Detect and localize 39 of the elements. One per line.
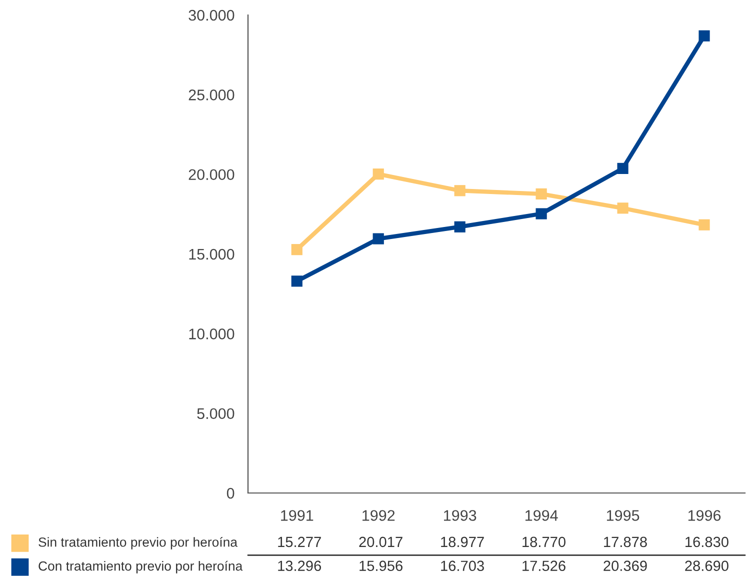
x-tick-label: 1995 [606,510,640,521]
y-tick-label: 20.000 [188,169,234,180]
point [291,244,302,256]
point [698,30,710,42]
data-label: 15.277 [278,536,321,548]
data-label: 16.830 [686,536,728,548]
y-tick-label: 5.000 [197,408,234,420]
point [617,202,628,214]
point [536,208,547,220]
data-label: 15.956 [360,560,402,572]
point [372,168,384,180]
data-label: 20.369 [604,560,647,572]
legend-label: Sin tratamiento previo por heroína [38,536,238,550]
y-tick-label: 0 [226,488,234,499]
y-tick-label: 10.000 [189,328,234,340]
point [291,276,302,287]
data-label: 17.878 [604,536,647,548]
y-tick-label: 25.000 [188,90,234,100]
y-tick-label: 15.000 [189,248,234,260]
x-tick-label: 1992 [362,510,395,521]
x-tick-label: 1993 [444,510,476,521]
data-label: 28.690 [685,560,728,572]
data-label: 17.526 [522,560,566,572]
x-tick-label: 1991 [281,510,314,521]
point [536,188,547,200]
data-label: 18.770 [522,536,566,548]
point [454,221,466,232]
data-label: 13.296 [278,560,321,572]
data-label: 16.703 [441,560,484,572]
point [372,233,384,244]
legend-label: Con tratamiento previo por heroína [38,560,243,574]
point [617,162,628,174]
x-tick-label: 1994 [525,510,558,521]
y-tick-label: 30.000 [188,10,234,21]
point [454,185,466,196]
point [698,219,710,230]
data-label: 18.977 [441,536,484,548]
x-tick-label: 1996 [688,510,721,521]
data-label: 20.017 [359,536,402,548]
